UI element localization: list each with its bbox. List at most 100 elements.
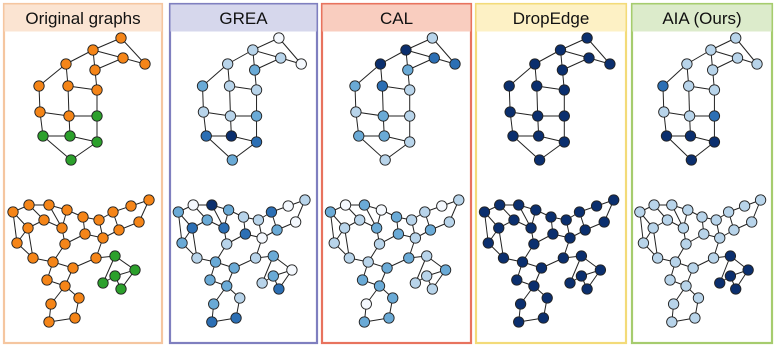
bottom-graph-node — [67, 262, 79, 274]
top-graph-edge — [431, 37, 456, 65]
bottom-graph-node — [22, 222, 34, 234]
top-graph-node — [65, 154, 77, 166]
bottom-graph-node — [373, 238, 386, 250]
top-graph-node — [604, 58, 616, 70]
bottom-graph-node — [125, 200, 137, 212]
bottom-graph-node — [107, 206, 119, 218]
top-graph-node — [449, 58, 461, 70]
bottom-graph-node — [222, 204, 235, 216]
graph-area — [634, 32, 767, 328]
bottom-graph-node — [339, 199, 352, 211]
bottom-graph-node — [575, 250, 588, 262]
bottom-graph-node — [7, 206, 19, 218]
bottom-graph-node — [508, 214, 520, 226]
top-graph-node — [62, 80, 74, 92]
top-graph-node — [683, 110, 696, 122]
top-graph-node — [529, 58, 541, 70]
bottom-graph-node — [666, 199, 678, 211]
top-graph-node — [707, 64, 719, 76]
top-graph-node — [222, 58, 234, 70]
top-graph-node — [350, 106, 362, 118]
panel-header — [322, 4, 471, 32]
top-graph-node — [376, 80, 388, 92]
top-graph-node — [581, 32, 593, 44]
bottom-graph-node — [419, 206, 431, 218]
bottom-graph-node — [362, 256, 374, 268]
bottom-graph-node — [608, 194, 620, 206]
bottom-graph-node — [513, 199, 525, 211]
top-graph-node — [250, 136, 263, 148]
panel-title-grea: GREA — [219, 9, 268, 28]
panel-border — [474, 2, 628, 345]
bottom-graph-node — [79, 228, 91, 240]
bottom-graph-node — [27, 252, 39, 264]
bottom-graph-node — [390, 211, 403, 223]
bottom-graph-node — [409, 232, 422, 244]
top-graph-node — [91, 110, 103, 122]
bottom-graph-node — [97, 277, 109, 289]
top-graph-node — [295, 58, 307, 70]
top-graph-node — [250, 84, 263, 96]
top-graph-edge — [666, 135, 692, 161]
bottom-graph-node — [186, 222, 198, 234]
bottom-graph-node — [289, 216, 302, 228]
bottom-graph-node — [573, 206, 586, 218]
top-graph-node — [224, 110, 237, 122]
bottom-graph-node — [669, 256, 682, 268]
top-graph-edge — [42, 135, 72, 161]
top-graph-node — [117, 52, 129, 64]
top-graph-node — [196, 80, 209, 92]
bottom-graph-node — [453, 194, 465, 206]
top-graph-node — [705, 44, 717, 56]
bottom-graph-node — [45, 298, 57, 310]
panel-aia-ours: AIA (Ours) — [630, 2, 774, 345]
bottom-graph-node — [667, 298, 680, 310]
bottom-graph-node — [90, 252, 102, 264]
bottom-graph-node — [714, 232, 726, 244]
bottom-graph-node — [338, 222, 351, 234]
top-graph-node — [249, 64, 261, 76]
bottom-graph-node — [59, 280, 71, 292]
bottom-graph-node — [664, 274, 676, 286]
bottom-graph-node — [358, 199, 371, 211]
bottom-graph-node — [564, 232, 576, 244]
panel-header — [4, 4, 162, 32]
top-graph-node — [660, 130, 673, 142]
bottom-graph-node — [282, 200, 294, 212]
bottom-graph-node — [69, 312, 81, 324]
top-graph-node — [37, 130, 49, 142]
bottom-graph-node — [494, 199, 506, 211]
top-graph-node — [197, 106, 210, 118]
bottom-graph-node — [530, 204, 542, 216]
bottom-graph-node — [421, 250, 433, 262]
top-graph-node — [91, 84, 103, 96]
bottom-graph-node — [682, 204, 694, 216]
graph-area — [7, 32, 155, 328]
panel-cal: CAL — [320, 2, 473, 345]
bottom-graph-node — [482, 237, 494, 249]
top-graph-node — [583, 52, 595, 64]
bottom-graph-node — [648, 199, 660, 211]
bottom-graph-node — [43, 199, 55, 211]
bottom-graph-node — [403, 252, 415, 264]
top-graph-node — [226, 154, 238, 166]
bottom-graph-node — [143, 194, 155, 206]
top-graph-node — [558, 84, 570, 96]
top-graph-node — [684, 130, 697, 142]
top-graph-node — [223, 80, 236, 92]
bottom-graph-node — [11, 237, 23, 249]
bottom-graph-node — [535, 262, 548, 274]
bottom-graph-node — [267, 270, 279, 282]
bottom-graph-node — [677, 222, 690, 234]
bottom-graph-node — [436, 200, 448, 212]
top-graph-node — [349, 80, 361, 92]
graph-area — [172, 32, 311, 328]
top-graph-node — [379, 154, 391, 166]
bottom-graph-node — [172, 206, 184, 218]
bottom-graph-node — [634, 206, 646, 218]
top-graph-edge — [205, 135, 233, 161]
bottom-graph-node — [547, 228, 559, 240]
bottom-graph-node — [221, 280, 233, 292]
top-graph-node — [91, 136, 103, 148]
top-graph-node — [426, 32, 439, 44]
